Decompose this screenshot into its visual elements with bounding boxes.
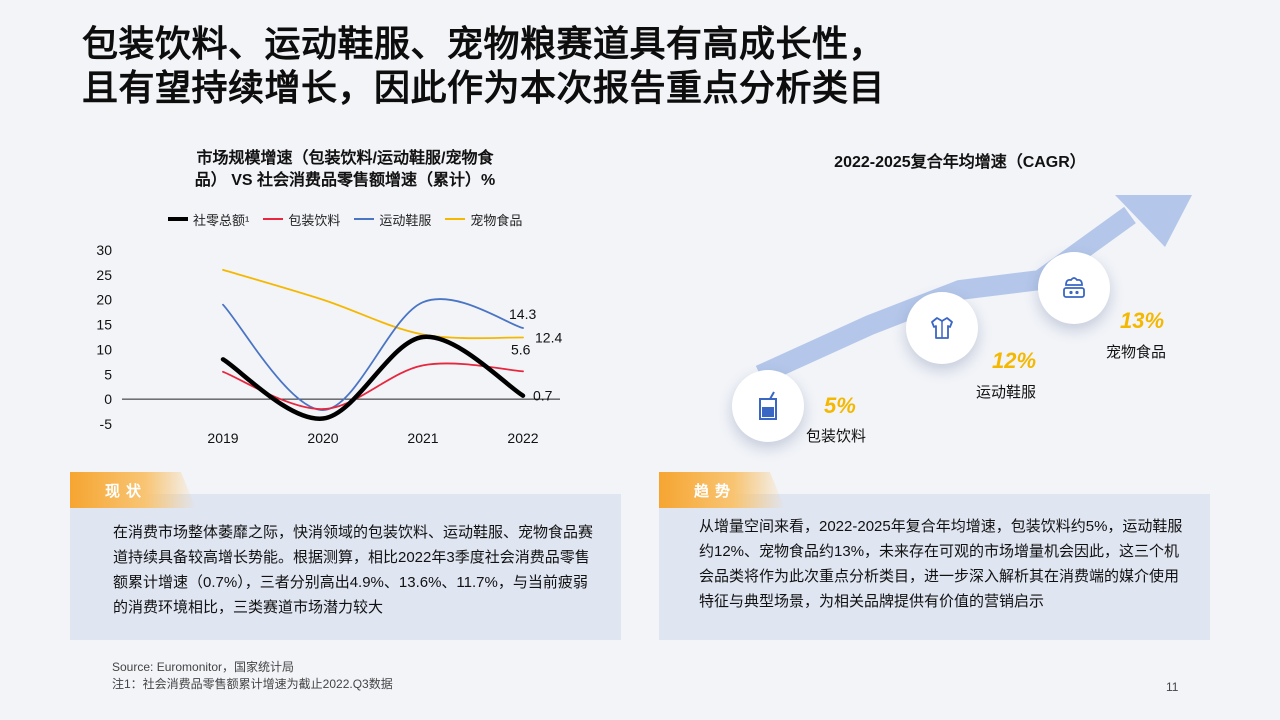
legend-swatch bbox=[168, 217, 188, 221]
status-text: 在消费市场整体萎靡之际，快消领域的包装饮料、运动鞋服、宠物食品赛道持续具备较高增… bbox=[113, 524, 594, 616]
line-chart-title: 市场规模增速（包装饮料/运动鞋服/宠物食 品） VS 社会消费品零售额增速（累计… bbox=[150, 148, 540, 192]
legend-item: 运动鞋服 bbox=[354, 210, 431, 229]
cagr-value-pet-food: 13% bbox=[1120, 308, 1165, 333]
x-tick-label: 2019 bbox=[207, 430, 238, 446]
line-chart-title-line2: 品） VS 社会消费品零售额增速（累计）% bbox=[194, 172, 496, 189]
data-label: 14.3 bbox=[509, 306, 536, 322]
footnotes: Source: Euromonitor，国家统计局 注1：社会消费品零售额累计增… bbox=[112, 659, 393, 693]
series-line-beverage bbox=[222, 362, 524, 410]
beverage-icon bbox=[759, 391, 777, 420]
cagr-value-beverage: 5% bbox=[824, 393, 856, 418]
data-label: 0.7 bbox=[533, 388, 553, 404]
cagr-label-pet-food: 宠物食品 bbox=[1106, 344, 1167, 361]
y-tick-label: 20 bbox=[96, 292, 112, 308]
trend-text: 从增量空间来看，2022-2025年复合年均增速，包装饮料约5%，运动鞋服约12… bbox=[699, 518, 1183, 610]
growth-arrow-head bbox=[1115, 195, 1192, 247]
data-label: 12.4 bbox=[535, 329, 562, 345]
page-title-line1: 包装饮料、运动鞋服、宠物粮赛道具有高成长性， bbox=[82, 23, 886, 64]
series-line-pet-food bbox=[222, 268, 524, 340]
status-tab: 现状 bbox=[70, 472, 196, 508]
footnote-1: 注1：社会消费品零售额累计增速为截止2022.Q3数据 bbox=[112, 677, 393, 691]
cagr-label-sportswear: 运动鞋服 bbox=[976, 384, 1037, 401]
y-tick-label: 25 bbox=[96, 267, 112, 283]
x-tick-label: 2021 bbox=[407, 430, 438, 446]
status-panel: 在消费市场整体萎靡之际，快消领域的包装饮料、运动鞋服、宠物食品赛道持续具备较高增… bbox=[70, 494, 621, 640]
chart-legend: 社零总额¹ 包装饮料 运动鞋服 宠物食品 bbox=[168, 210, 536, 228]
legend-swatch bbox=[354, 218, 375, 220]
line-chart: 30 25 20 15 10 5 0 -5 2019 2020 2021 2022 0.7 5.6 14.3… bbox=[96, 242, 562, 446]
line-chart-title-line1: 市场规模增速（包装饮料/运动鞋服/宠物食 bbox=[196, 150, 494, 167]
data-label: 5.6 bbox=[511, 341, 531, 357]
legend-swatch bbox=[445, 218, 466, 220]
y-tick-label: 15 bbox=[96, 317, 112, 333]
cagr-value-sportswear: 12% bbox=[992, 348, 1037, 373]
y-tick-label: 30 bbox=[96, 242, 112, 258]
legend-item: 包装饮料 bbox=[263, 210, 340, 229]
legend-item: 宠物食品 bbox=[445, 210, 522, 229]
legend-label: 运动鞋服 bbox=[379, 212, 432, 228]
series-line-retail-total bbox=[220, 334, 526, 421]
legend-label: 包装饮料 bbox=[288, 212, 341, 228]
page-title: 包装饮料、运动鞋服、宠物粮赛道具有高成长性， 且有望持续增长，因此作为本次报告重… bbox=[82, 22, 1182, 110]
y-tick-label: -5 bbox=[100, 416, 113, 432]
series-line-sportswear bbox=[222, 298, 524, 411]
page-title-line2: 且有望持续增长，因此作为本次报告重点分析类目 bbox=[82, 67, 886, 108]
y-tick-label: 10 bbox=[96, 341, 112, 357]
legend-item: 社零总额¹ bbox=[168, 210, 249, 229]
y-tick-label: 5 bbox=[104, 366, 112, 382]
beverage-icon-circle bbox=[732, 370, 804, 442]
pet-food-icon bbox=[1063, 277, 1085, 298]
x-tick-label: 2020 bbox=[307, 430, 338, 446]
jacket-icon bbox=[931, 317, 953, 339]
page-number: 11 bbox=[1166, 680, 1179, 694]
pet-food-icon-circle bbox=[1038, 252, 1110, 324]
legend-label: 社零总额¹ bbox=[193, 212, 250, 228]
x-tick-label: 2022 bbox=[507, 430, 538, 446]
cagr-title: 2022-2025复合年均增速（CAGR） bbox=[834, 154, 1086, 171]
y-tick-label: 0 bbox=[104, 391, 112, 407]
source-note: Source: Euromonitor，国家统计局 bbox=[112, 660, 295, 674]
legend-swatch bbox=[263, 218, 284, 220]
legend-label: 宠物食品 bbox=[470, 212, 523, 228]
trend-panel: 从增量空间来看，2022-2025年复合年均增速，包装饮料约5%，运动鞋服约12… bbox=[659, 494, 1210, 640]
cagr-label-beverage: 包装饮料 bbox=[806, 428, 867, 445]
trend-tab: 趋势 bbox=[659, 472, 785, 508]
jacket-icon-circle bbox=[906, 292, 978, 364]
